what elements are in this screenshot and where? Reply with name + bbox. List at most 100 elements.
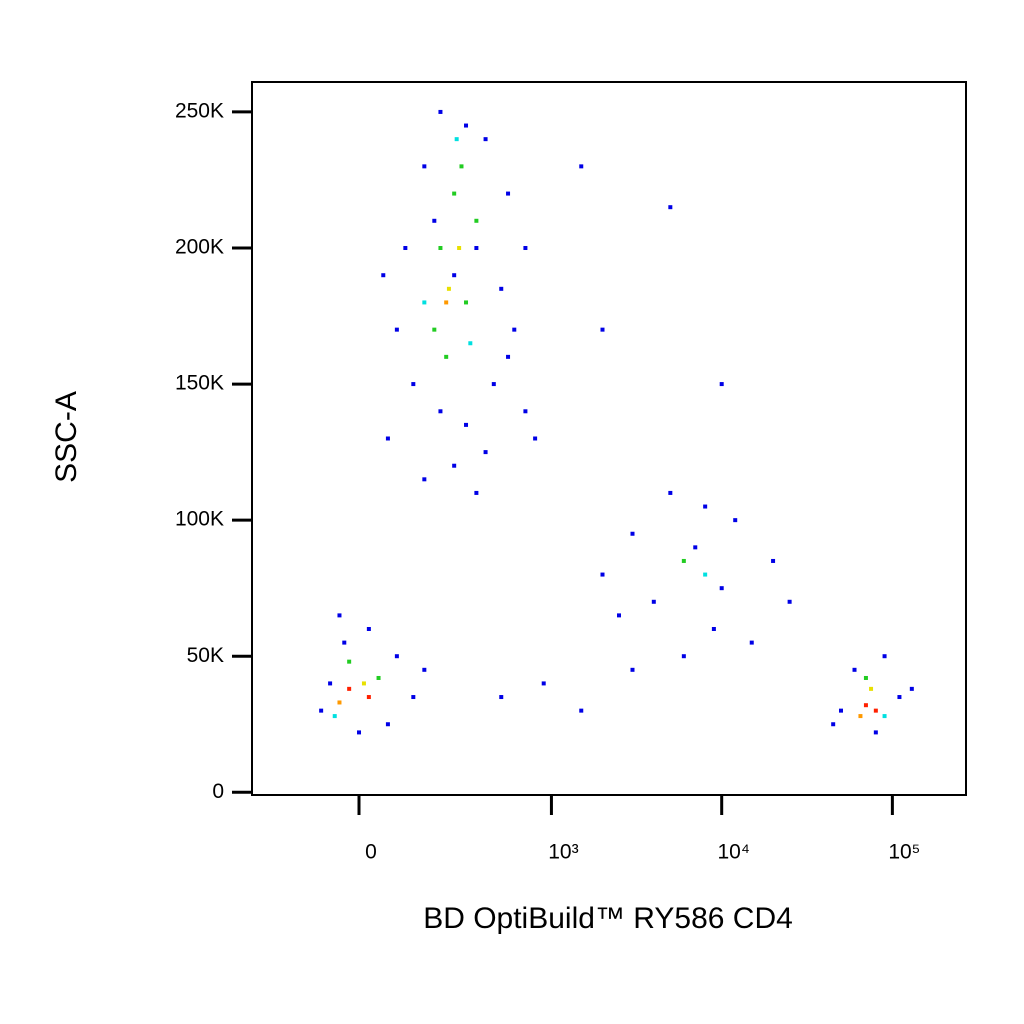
dot <box>361 681 366 686</box>
dot <box>411 695 416 700</box>
x-tick-label: 10⁴ <box>718 841 750 864</box>
dot <box>630 531 635 536</box>
dot <box>703 504 708 509</box>
y-tick-label: 50K <box>187 644 224 667</box>
dot <box>506 354 511 359</box>
x-tick-label: 0 <box>365 841 377 864</box>
dot <box>454 137 459 142</box>
y-tick-label: 250K <box>175 99 224 122</box>
dot <box>394 654 399 659</box>
dot <box>337 613 342 618</box>
x-tick-label: 10⁵ <box>888 841 920 864</box>
dot <box>474 246 479 251</box>
dot <box>703 572 708 577</box>
dot <box>381 273 386 278</box>
dot <box>474 490 479 495</box>
dot <box>376 675 381 680</box>
dot <box>464 123 469 128</box>
dot <box>432 327 437 332</box>
dot <box>491 382 496 387</box>
dot <box>422 300 427 305</box>
dot <box>464 300 469 305</box>
dot <box>579 164 584 169</box>
dot <box>541 681 546 686</box>
dot <box>873 730 878 735</box>
dot <box>681 654 686 659</box>
dot <box>882 654 887 659</box>
dot <box>852 667 857 672</box>
dot <box>444 354 449 359</box>
dot <box>873 708 878 713</box>
x-axis-title: BD OptiBuild™ RY586 CD4 <box>423 902 793 935</box>
y-tick-label: 150K <box>175 372 224 395</box>
dot <box>499 695 504 700</box>
dot <box>600 327 605 332</box>
dot <box>719 586 724 591</box>
dot <box>474 218 479 223</box>
dot <box>452 191 457 196</box>
y-tick-label: 0 <box>212 780 224 803</box>
dot <box>347 686 352 691</box>
dot <box>446 286 451 291</box>
dot <box>882 714 887 719</box>
dot <box>579 708 584 713</box>
dot <box>863 675 868 680</box>
dot <box>909 686 914 691</box>
dot <box>394 327 399 332</box>
dot <box>523 246 528 251</box>
dot <box>483 450 488 455</box>
dot <box>483 137 488 142</box>
dot <box>600 572 605 577</box>
dot <box>438 246 443 251</box>
dot <box>617 613 622 618</box>
dot <box>444 300 449 305</box>
dot <box>366 695 371 700</box>
dot <box>328 681 333 686</box>
dot <box>432 218 437 223</box>
dot <box>897 695 902 700</box>
dot <box>869 686 874 691</box>
dot <box>422 667 427 672</box>
dot <box>459 164 464 169</box>
dot <box>337 700 342 705</box>
dot <box>422 477 427 482</box>
dot <box>651 599 656 604</box>
dot <box>506 191 511 196</box>
dot <box>523 409 528 414</box>
dot <box>838 708 843 713</box>
dot <box>347 659 352 664</box>
x-tick-label: 10³ <box>548 841 578 864</box>
y-tick-label: 100K <box>175 508 224 531</box>
dot <box>411 382 416 387</box>
dot <box>668 205 673 210</box>
dot <box>342 640 347 645</box>
dot <box>749 640 754 645</box>
dot <box>863 703 868 708</box>
dot <box>464 422 469 427</box>
dot <box>668 490 673 495</box>
dot <box>438 109 443 114</box>
dot <box>711 626 716 631</box>
dot <box>332 714 337 719</box>
dot <box>533 436 538 441</box>
dot <box>499 286 504 291</box>
dot <box>422 164 427 169</box>
dot <box>468 341 473 346</box>
dot <box>771 558 776 563</box>
dot <box>452 463 457 468</box>
dot <box>693 545 698 550</box>
dot <box>733 518 738 523</box>
dot <box>385 436 390 441</box>
dot <box>858 714 863 719</box>
dot <box>438 409 443 414</box>
dot <box>681 558 686 563</box>
y-axis-title: SSC-A <box>50 391 83 483</box>
dot <box>512 327 517 332</box>
dot <box>457 246 462 251</box>
dot <box>452 273 457 278</box>
plot-frame <box>251 81 967 796</box>
dot <box>787 599 792 604</box>
y-tick-label: 200K <box>175 236 224 259</box>
dot <box>630 667 635 672</box>
